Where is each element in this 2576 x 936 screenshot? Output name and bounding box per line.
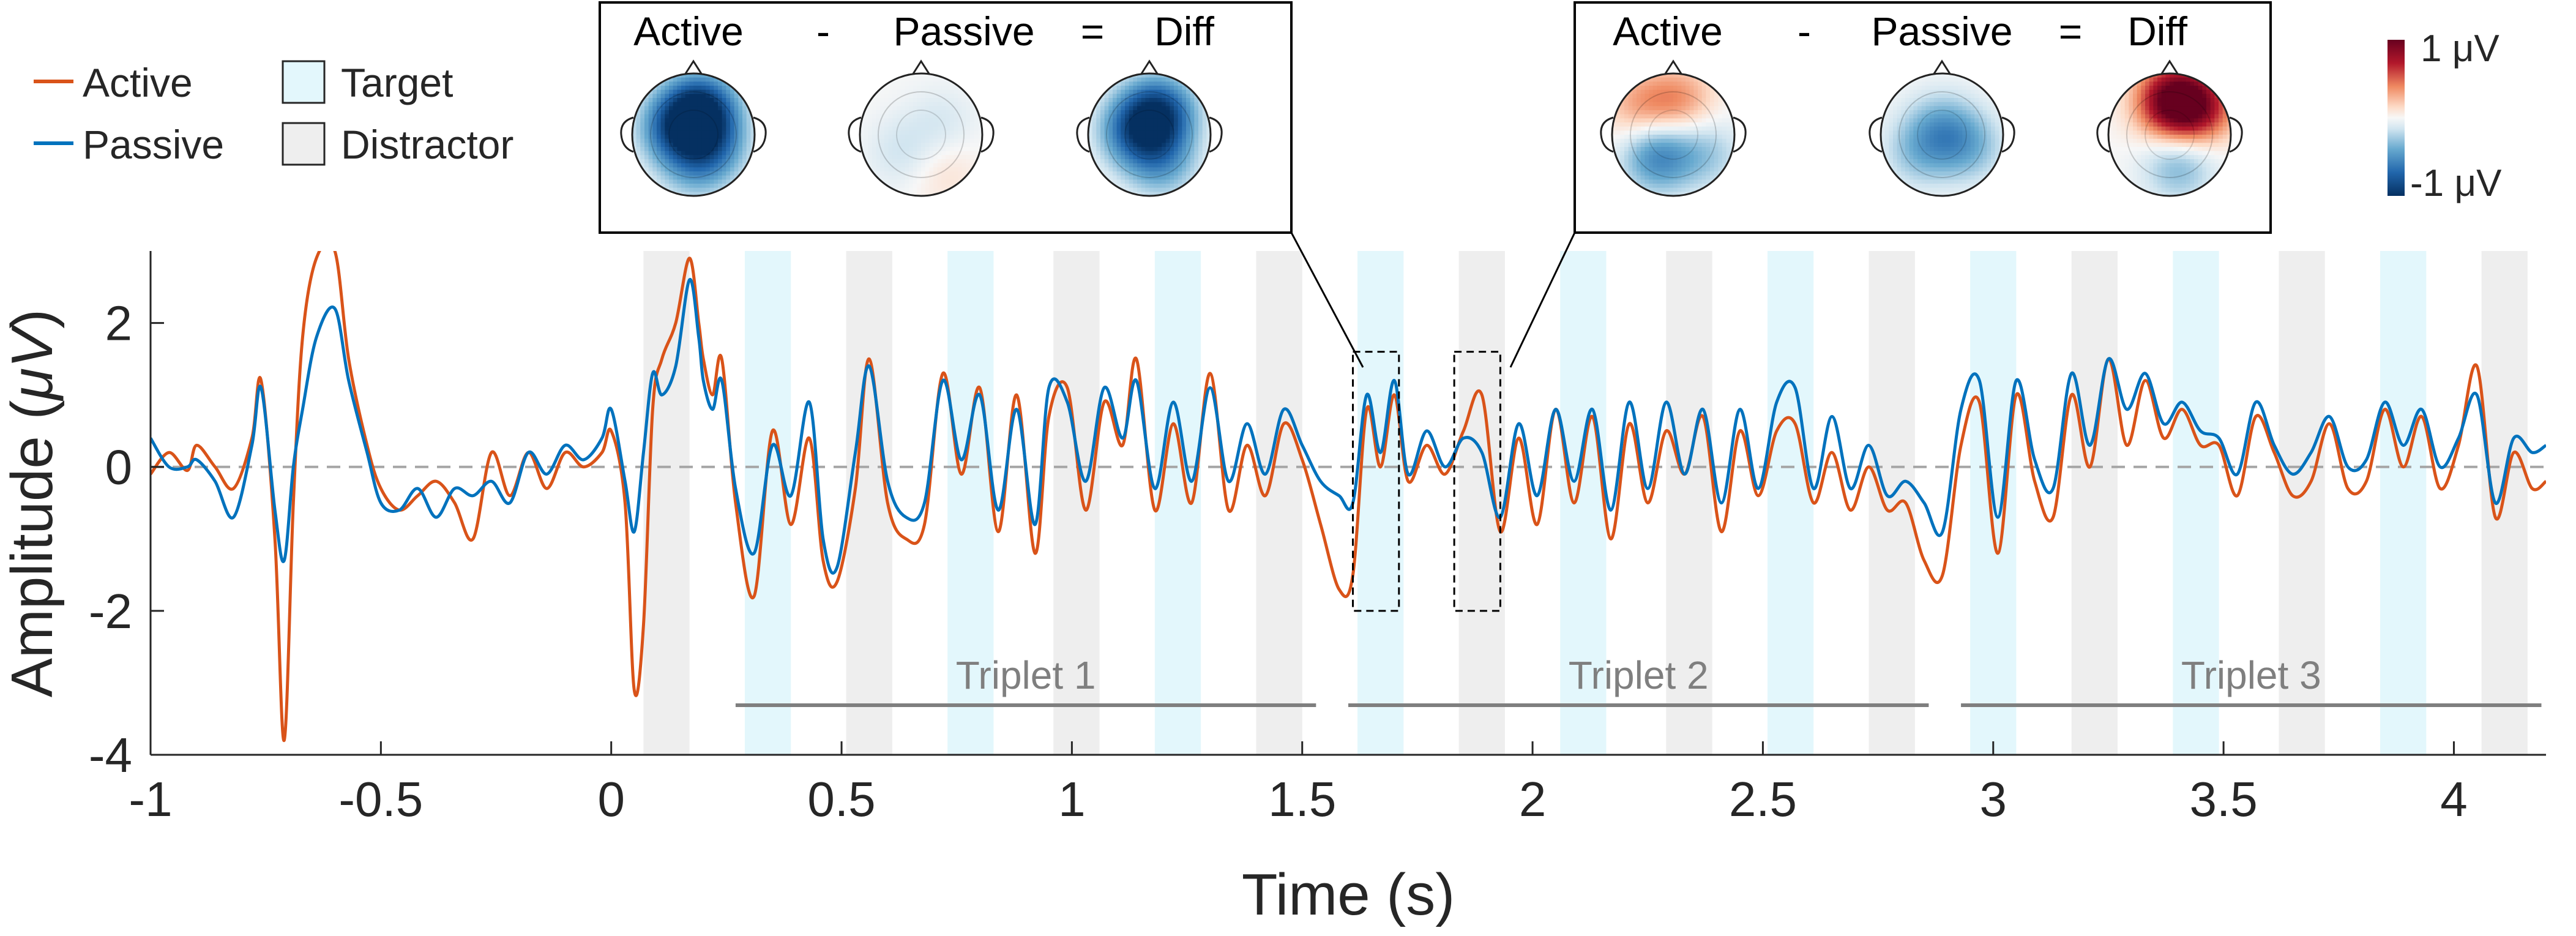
stimulus-bands bbox=[643, 251, 2528, 755]
legend-target-swatch bbox=[282, 60, 326, 104]
legend: Active Passive Target Distractor bbox=[34, 60, 513, 167]
legend-active-label: Active bbox=[83, 60, 193, 105]
x-tick-label: -0.5 bbox=[338, 772, 423, 826]
x-tick-label: 1.5 bbox=[1268, 772, 1336, 826]
topo-title-equals: = bbox=[1081, 9, 1105, 54]
series-active-line bbox=[151, 251, 2546, 743]
x-tick-label: 1 bbox=[1058, 772, 1086, 826]
topo-title-passive: Passive bbox=[1871, 9, 2012, 54]
erp-series bbox=[151, 251, 2546, 743]
topo-title-minus: - bbox=[816, 9, 830, 54]
target-band bbox=[744, 251, 791, 755]
topo-title-equals: = bbox=[2059, 9, 2083, 54]
x-tick-label: 3 bbox=[1980, 772, 2007, 826]
x-axis-label: Time (s) bbox=[1242, 862, 1455, 927]
x-ticks: -1 -0.5 0 0.5 1 1.5 2 2.5 3 3.5 4 bbox=[129, 741, 2468, 826]
connector-line-left bbox=[1290, 232, 1364, 368]
y-ticks: -4 -2 0 2 bbox=[89, 296, 164, 782]
y-tick-label: 0 bbox=[105, 440, 133, 495]
colorbar-gradient bbox=[2387, 40, 2405, 196]
x-tick-label: 0 bbox=[597, 772, 625, 826]
highlight-windows bbox=[1352, 351, 1501, 612]
topo-title-passive: Passive bbox=[893, 9, 1034, 54]
target-band bbox=[1154, 251, 1201, 755]
distractor-band bbox=[1053, 251, 1100, 755]
x-tick-label: -1 bbox=[129, 772, 172, 826]
colorbar: 1 μV -1 μV bbox=[2387, 28, 2502, 204]
triplet-markers: Triplet 1 Triplet 2 Triplet 3 bbox=[735, 653, 2542, 707]
y-axis-label: Amplitude (μV) bbox=[0, 309, 65, 697]
x-tick-label: 0.5 bbox=[807, 772, 875, 826]
target-band bbox=[1767, 251, 1814, 755]
distractor-band bbox=[2481, 251, 2528, 755]
topo-title-diff: Diff bbox=[1154, 9, 1214, 54]
target-band bbox=[1560, 251, 1607, 755]
distractor-band bbox=[1869, 251, 1915, 755]
triplet-label: Triplet 2 bbox=[1569, 653, 1709, 697]
legend-distractor-swatch bbox=[282, 122, 326, 166]
topo-title-diff: Diff bbox=[2127, 9, 2187, 54]
target-band bbox=[947, 251, 994, 755]
x-tick-label: 2 bbox=[1519, 772, 1547, 826]
topo-map-passive bbox=[1869, 59, 2015, 197]
topo-title-minus: - bbox=[1798, 9, 1811, 54]
distractor-band bbox=[1458, 251, 1505, 755]
target-band bbox=[2173, 251, 2219, 755]
y-tick-label: -4 bbox=[89, 728, 132, 782]
highlight-window-1 bbox=[1352, 351, 1400, 612]
distractor-band bbox=[2279, 251, 2325, 755]
x-tick-label: 2.5 bbox=[1729, 772, 1797, 826]
topo-title-active: Active bbox=[1613, 9, 1723, 54]
legend-distractor-label: Distractor bbox=[341, 122, 513, 167]
topo-title-active: Active bbox=[633, 9, 744, 54]
axes bbox=[149, 251, 2546, 756]
series-passive-line bbox=[151, 278, 2546, 575]
distractor-band bbox=[2071, 251, 2118, 755]
distractor-band bbox=[1256, 251, 1302, 755]
y-tick-label: -2 bbox=[89, 584, 132, 638]
triplet-label: Triplet 1 bbox=[956, 653, 1096, 697]
colorbar-max-label: 1 μV bbox=[2421, 28, 2499, 70]
y-axis-unit: μV bbox=[0, 324, 65, 402]
y-tick-label: 2 bbox=[105, 296, 133, 351]
highlight-window-2 bbox=[1453, 351, 1501, 612]
connector-line-right bbox=[1509, 232, 1576, 368]
triplet-label: Triplet 3 bbox=[2181, 653, 2321, 697]
x-tick-label: 3.5 bbox=[2190, 772, 2258, 826]
target-band bbox=[1357, 251, 1404, 755]
distractor-band bbox=[1666, 251, 1712, 755]
legend-passive-label: Passive bbox=[83, 122, 224, 167]
target-band bbox=[2380, 251, 2427, 755]
legend-target-label: Target bbox=[341, 60, 453, 105]
colorbar-min-label: -1 μV bbox=[2410, 162, 2502, 204]
x-tick-label: 4 bbox=[2440, 772, 2468, 826]
